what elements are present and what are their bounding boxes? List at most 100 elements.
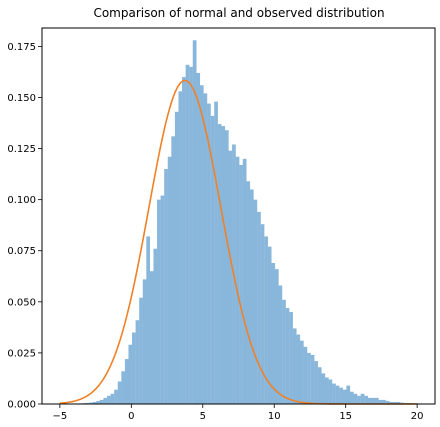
histogram-bar — [164, 169, 168, 404]
histogram-bar — [328, 379, 333, 404]
chart-title: Comparison of normal and observed distri… — [93, 6, 384, 20]
histogram-bar — [253, 199, 258, 404]
x-tick-label: 20 — [411, 411, 424, 422]
histogram-bar — [324, 377, 329, 404]
histogram-bar — [249, 189, 254, 404]
histogram-bar — [385, 400, 390, 404]
histogram-bar — [203, 93, 208, 405]
histogram-bar — [357, 395, 361, 404]
histogram-bar — [374, 397, 379, 404]
histogram-bar — [199, 85, 204, 404]
histogram-bar — [271, 263, 276, 404]
x-axis: −5 0 5 10 15 20 — [52, 404, 424, 422]
histogram-bar — [292, 328, 297, 404]
histogram-bar — [314, 361, 318, 404]
histogram-bar — [335, 385, 340, 404]
histogram-bar — [392, 401, 397, 404]
histogram-bar — [310, 354, 315, 404]
histogram-bar — [260, 224, 265, 404]
histogram-bar — [342, 389, 347, 404]
x-tick-label: 0 — [128, 411, 134, 422]
x-tick-label: 15 — [339, 411, 352, 422]
histogram-bar — [303, 346, 308, 404]
histogram-bar — [349, 391, 354, 404]
histogram-bar — [264, 236, 268, 404]
histogram-bar — [242, 158, 247, 404]
histogram-bar — [174, 111, 179, 405]
histogram-bar — [289, 312, 293, 404]
histogram-bar — [346, 385, 351, 404]
histogram-bar — [296, 334, 301, 404]
y-tick-label: 0.100 — [7, 195, 36, 206]
histogram-bar — [339, 387, 343, 404]
histogram-bar — [85, 402, 90, 404]
x-tick-label: −5 — [52, 411, 67, 422]
histogram-bar — [142, 279, 147, 404]
histogram-bars — [71, 40, 429, 405]
y-axis: 0.000 0.025 0.050 0.075 0.100 0.125 0.150 0.175 — [7, 42, 42, 411]
histogram-bar — [92, 401, 97, 404]
histogram-bar — [171, 136, 176, 404]
histogram-bar — [178, 91, 183, 404]
histogram-bar — [317, 367, 322, 404]
histogram-bar — [157, 199, 161, 404]
histogram-bar — [221, 126, 226, 404]
histogram-bar — [89, 402, 93, 404]
y-tick-label: 0.175 — [7, 42, 36, 53]
histogram-bar — [110, 393, 115, 404]
histogram-bar — [364, 395, 368, 404]
histogram-bar — [139, 297, 143, 404]
histogram-bar — [307, 352, 311, 404]
histogram-bar — [378, 399, 383, 404]
y-tick-label: 0.150 — [7, 93, 36, 104]
histogram-bar — [210, 115, 215, 404]
histogram-bar — [192, 40, 197, 405]
x-tick-label: 10 — [268, 411, 281, 422]
histogram-bar — [114, 389, 118, 404]
histogram-bar — [103, 397, 108, 404]
histogram-bar — [160, 195, 165, 404]
histogram-bar — [185, 64, 190, 405]
histogram-bar — [235, 156, 240, 404]
y-tick-label: 0.025 — [7, 348, 36, 359]
histogram-bar — [135, 320, 140, 404]
y-tick-label: 0.000 — [7, 400, 36, 411]
y-tick-label: 0.050 — [7, 297, 36, 308]
histogram-bar — [257, 211, 261, 404]
histogram-bar — [282, 299, 286, 404]
histogram-bar — [96, 400, 101, 404]
histogram-bar — [228, 150, 233, 404]
histogram-bar — [332, 383, 336, 404]
histogram-bar — [285, 307, 290, 404]
histogram-bar — [214, 101, 218, 404]
histogram-bar — [189, 66, 193, 405]
histogram-bar — [124, 359, 129, 404]
histogram-bar — [99, 399, 104, 404]
histogram-bar — [274, 269, 279, 404]
histogram-bar — [182, 77, 186, 404]
histogram-bar — [371, 397, 376, 404]
histogram-bar — [167, 156, 172, 404]
x-tick-label: 5 — [200, 411, 206, 422]
histogram-bar — [321, 373, 326, 404]
histogram-bar — [367, 397, 372, 404]
histogram-bar — [153, 248, 158, 404]
y-tick-label: 0.125 — [7, 144, 36, 155]
histogram-bar — [267, 246, 272, 404]
histogram-bar — [149, 271, 154, 404]
histogram-bar — [246, 181, 251, 404]
histogram-bar — [389, 401, 393, 404]
histogram-bar — [224, 130, 229, 404]
histogram-bar — [121, 371, 126, 404]
plot-frame — [41, 27, 436, 405]
histogram-bar — [278, 285, 283, 404]
histogram-bar — [396, 401, 401, 404]
histogram-bar — [217, 124, 222, 404]
histogram-bar — [207, 103, 211, 404]
histogram-bar — [353, 393, 358, 404]
histogram-bar — [299, 340, 304, 404]
histogram-bar — [239, 164, 243, 404]
histogram-bar — [360, 393, 365, 404]
y-tick-label: 0.075 — [7, 246, 36, 257]
